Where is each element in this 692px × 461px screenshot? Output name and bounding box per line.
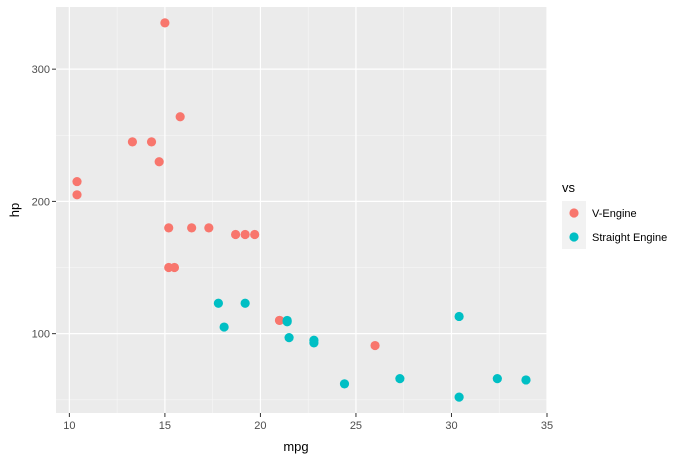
- point-v-engine: [160, 18, 170, 28]
- legend-label-v-engine: V-Engine: [592, 208, 637, 220]
- data-points: [72, 18, 531, 402]
- point-straight-engine: [309, 335, 319, 345]
- point-v-engine: [154, 157, 164, 167]
- point-straight-engine: [219, 322, 229, 332]
- legend-key-straight-engine: [569, 232, 579, 242]
- point-straight-engine: [284, 333, 294, 343]
- point-v-engine: [72, 190, 82, 200]
- point-v-engine: [204, 223, 214, 233]
- point-straight-engine: [213, 298, 223, 308]
- point-straight-engine: [454, 311, 464, 322]
- x-tick-label: 25: [350, 420, 362, 432]
- major-gridlines: [56, 7, 548, 413]
- y-axis-title: hp: [7, 203, 22, 217]
- x-tick-label: 35: [541, 420, 553, 432]
- point-v-engine: [175, 112, 185, 122]
- point-v-engine: [274, 315, 285, 326]
- y-axis-ticks: 100 200 300: [32, 64, 56, 341]
- x-tick-label: 30: [445, 420, 457, 432]
- x-tick-label: 20: [254, 420, 266, 432]
- point-straight-engine: [282, 317, 292, 327]
- point-v-engine: [250, 229, 260, 240]
- point-straight-engine: [492, 374, 502, 384]
- y-tick-label: 300: [32, 64, 50, 76]
- y-tick-label: 100: [32, 329, 50, 341]
- point-straight-engine: [395, 374, 405, 384]
- plot-panel: [56, 7, 547, 413]
- point-straight-engine: [339, 379, 350, 389]
- point-v-engine: [72, 176, 82, 187]
- x-axis-title: mpg: [283, 439, 308, 454]
- x-axis-ticks: 10 15 20 25 30 35: [63, 413, 553, 432]
- y-tick-label: 200: [32, 196, 50, 208]
- point-v-engine: [127, 137, 138, 147]
- minor-gridlines: [56, 7, 547, 413]
- legend-label-straight-engine: Straight Engine: [592, 232, 667, 244]
- point-v-engine: [370, 340, 380, 351]
- point-v-engine: [164, 262, 174, 273]
- point-v-engine: [187, 223, 197, 233]
- x-tick-label: 10: [63, 420, 75, 432]
- point-straight-engine: [240, 298, 250, 308]
- legend-key-v-engine: [569, 208, 579, 218]
- point-v-engine: [230, 229, 241, 240]
- x-tick-label: 15: [159, 420, 171, 432]
- point-v-engine: [164, 223, 174, 233]
- point-straight-engine: [454, 392, 464, 402]
- point-v-engine: [240, 229, 250, 240]
- point-v-engine: [146, 137, 157, 147]
- point-straight-engine: [521, 375, 531, 385]
- legend-title: vs: [562, 180, 576, 195]
- legend: vs V-Engine Straight Engine: [562, 180, 667, 249]
